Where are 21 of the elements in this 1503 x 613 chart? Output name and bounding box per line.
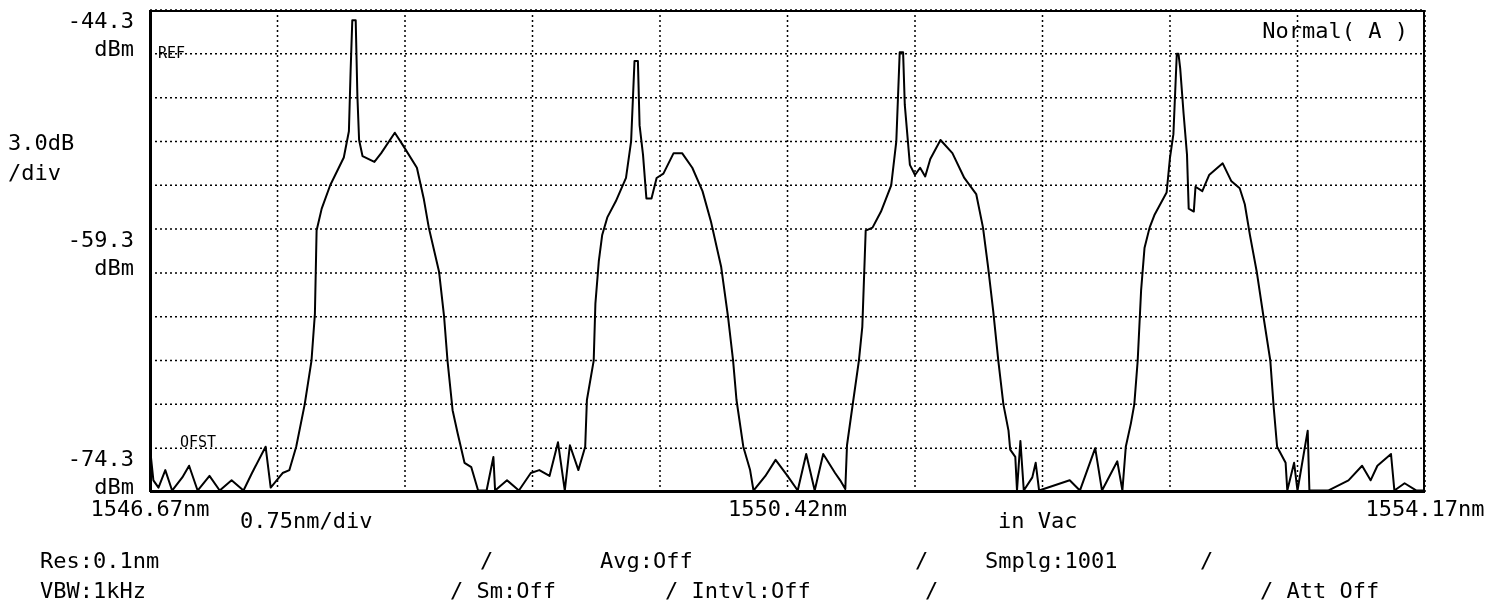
x-tick-label: 1550.42nm [727,495,848,521]
text: / [480,548,494,573]
text: Res:0.1nm [40,548,160,573]
x-axis-title: 0.75nm/div [240,508,373,533]
text: / [1200,548,1214,573]
text: / Att Off [1260,578,1380,603]
text: VBW:1kHz [40,578,146,603]
x-tick-label: 1554.17nm [1365,495,1485,521]
text: / Sm:Off [450,578,556,603]
text: Avg:Off [600,548,693,573]
text: / [915,548,929,573]
text: / [925,578,939,603]
text: in Vac [998,508,1078,533]
annotation: OFST [180,433,217,451]
y-tick-label: -44.3 dBm [67,7,134,61]
text: Smplg:1001 [985,548,1118,573]
text: / Intvl:Off [665,578,811,603]
y-tick-label: -59.3 dBm [67,226,134,280]
annotation: Normal( A ) [1262,18,1408,43]
annotation: REF [158,44,186,62]
y-axis-title: 3.0dB /div [8,129,76,187]
